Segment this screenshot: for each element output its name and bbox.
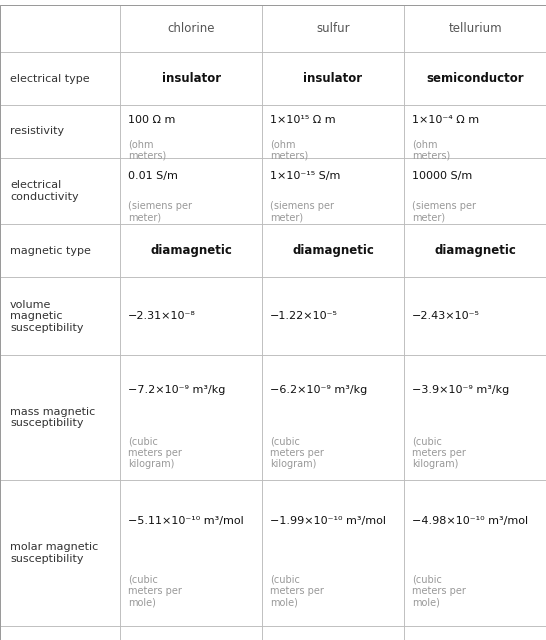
Text: −6.2×10⁻⁹ m³/kg: −6.2×10⁻⁹ m³/kg — [270, 385, 367, 395]
Bar — [404, 480, 546, 626]
Bar — [404, 225, 546, 277]
Bar — [262, 225, 404, 277]
Text: −3.9×10⁻⁹ m³/kg: −3.9×10⁻⁹ m³/kg — [412, 385, 509, 395]
Bar — [262, 105, 404, 158]
Bar — [0, 355, 120, 480]
Text: 1×10⁻¹⁵ S/m: 1×10⁻¹⁵ S/m — [270, 172, 341, 182]
Bar — [0, 480, 120, 626]
Text: (cubic
meters per
kilogram): (cubic meters per kilogram) — [128, 436, 182, 470]
Text: −7.2×10⁻⁹ m³/kg: −7.2×10⁻⁹ m³/kg — [128, 385, 225, 395]
Text: diamagnetic: diamagnetic — [292, 244, 374, 257]
Text: semiconductor: semiconductor — [426, 72, 524, 85]
Bar — [404, 105, 546, 158]
Text: diamagnetic: diamagnetic — [434, 244, 516, 257]
Text: resistivity: resistivity — [10, 126, 64, 136]
Text: (cubic
meters per
mole): (cubic meters per mole) — [412, 575, 466, 608]
Text: volume
magnetic
susceptibility: volume magnetic susceptibility — [10, 300, 84, 333]
Bar — [0, 626, 120, 640]
Bar — [404, 277, 546, 355]
Bar — [120, 225, 262, 277]
Bar — [262, 626, 404, 640]
Bar — [262, 480, 404, 626]
Text: −2.31×10⁻⁸: −2.31×10⁻⁸ — [128, 311, 196, 321]
Text: 10000 S/m: 10000 S/m — [412, 172, 472, 182]
Text: insulator: insulator — [304, 72, 363, 85]
Bar — [404, 158, 546, 225]
Bar — [262, 52, 404, 105]
Text: mass magnetic
susceptibility: mass magnetic susceptibility — [10, 406, 95, 428]
Text: insulator: insulator — [162, 72, 221, 85]
Bar — [0, 5, 120, 52]
Text: molar magnetic
susceptibility: molar magnetic susceptibility — [10, 542, 98, 564]
Bar — [120, 52, 262, 105]
Text: (cubic
meters per
mole): (cubic meters per mole) — [270, 575, 324, 608]
Bar — [262, 277, 404, 355]
Bar — [0, 277, 120, 355]
Bar — [404, 52, 546, 105]
Text: electrical
conductivity: electrical conductivity — [10, 180, 79, 202]
Bar — [262, 158, 404, 225]
Bar — [262, 355, 404, 480]
Text: (ohm
meters): (ohm meters) — [270, 140, 308, 161]
Text: 100 Ω m: 100 Ω m — [128, 115, 175, 125]
Text: 1×10⁻⁴ Ω m: 1×10⁻⁴ Ω m — [412, 115, 479, 125]
Bar — [120, 626, 262, 640]
Bar — [120, 480, 262, 626]
Text: 1×10¹⁵ Ω m: 1×10¹⁵ Ω m — [270, 115, 336, 125]
Bar — [0, 158, 120, 225]
Bar — [404, 626, 546, 640]
Text: −4.98×10⁻¹⁰ m³/mol: −4.98×10⁻¹⁰ m³/mol — [412, 516, 528, 526]
Text: magnetic type: magnetic type — [10, 246, 91, 256]
Text: (siemens per
meter): (siemens per meter) — [128, 201, 192, 223]
Bar — [120, 158, 262, 225]
Text: (cubic
meters per
mole): (cubic meters per mole) — [128, 575, 182, 608]
Text: diamagnetic: diamagnetic — [150, 244, 232, 257]
Text: (siemens per
meter): (siemens per meter) — [270, 201, 334, 223]
Text: −1.22×10⁻⁵: −1.22×10⁻⁵ — [270, 311, 338, 321]
Text: (ohm
meters): (ohm meters) — [128, 140, 167, 161]
Text: 0.01 S/m: 0.01 S/m — [128, 172, 178, 182]
Bar — [120, 277, 262, 355]
Bar — [404, 5, 546, 52]
Text: sulfur: sulfur — [316, 22, 350, 35]
Text: (cubic
meters per
kilogram): (cubic meters per kilogram) — [412, 436, 466, 470]
Bar — [120, 355, 262, 480]
Bar — [262, 5, 404, 52]
Bar — [0, 52, 120, 105]
Bar — [120, 5, 262, 52]
Text: (siemens per
meter): (siemens per meter) — [412, 201, 476, 223]
Text: (ohm
meters): (ohm meters) — [412, 140, 450, 161]
Bar — [404, 355, 546, 480]
Bar — [0, 225, 120, 277]
Text: electrical type: electrical type — [10, 74, 90, 84]
Text: (cubic
meters per
kilogram): (cubic meters per kilogram) — [270, 436, 324, 470]
Text: −5.11×10⁻¹⁰ m³/mol: −5.11×10⁻¹⁰ m³/mol — [128, 516, 244, 526]
Bar — [120, 105, 262, 158]
Text: tellurium: tellurium — [448, 22, 502, 35]
Bar — [0, 105, 120, 158]
Text: −2.43×10⁻⁵: −2.43×10⁻⁵ — [412, 311, 480, 321]
Text: −1.99×10⁻¹⁰ m³/mol: −1.99×10⁻¹⁰ m³/mol — [270, 516, 386, 526]
Text: chlorine: chlorine — [168, 22, 215, 35]
